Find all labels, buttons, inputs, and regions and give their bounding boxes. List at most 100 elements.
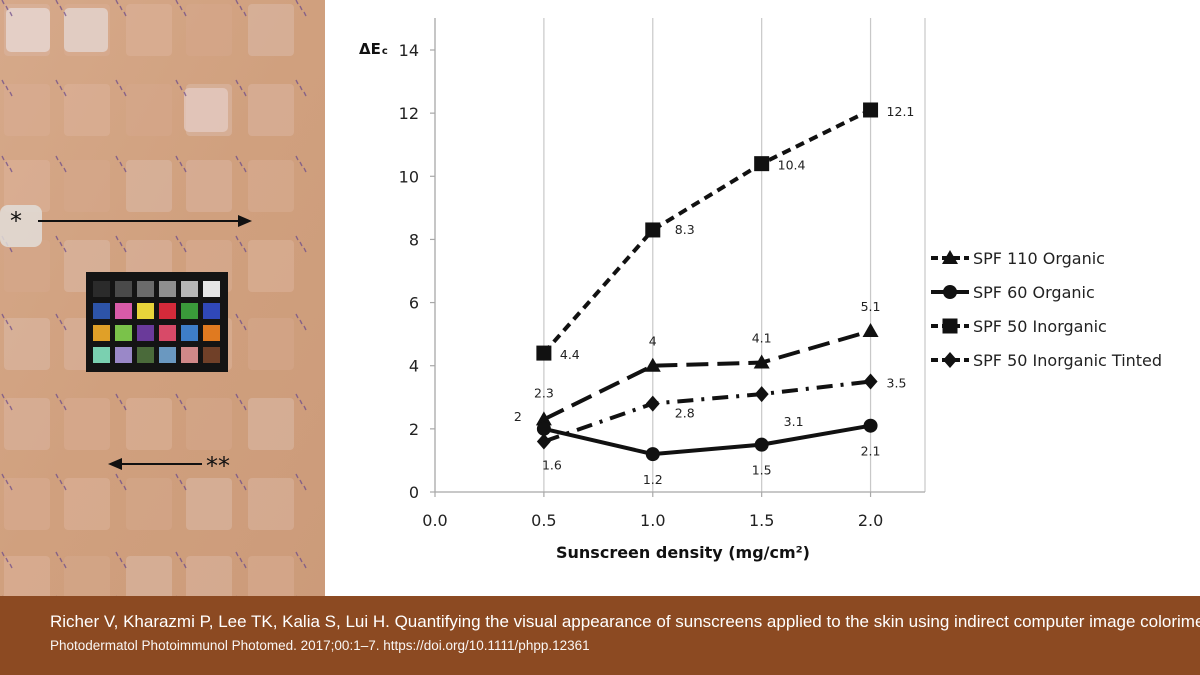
series-line: [542, 108, 872, 355]
ink-mark: [183, 247, 187, 253]
data-point-marker: [535, 411, 552, 426]
sunscreen-patch: [4, 478, 50, 530]
legend-label: SPF 50 Inorganic Tinted: [973, 351, 1162, 370]
series-circle: 2 1.2 1.5 2.1: [514, 409, 881, 487]
sunscreen-patch: [4, 398, 50, 450]
data-point-marker: [536, 433, 551, 450]
ink-mark: [59, 319, 63, 325]
ink-mark: [1, 551, 5, 557]
ink-mark: [115, 0, 119, 5]
ink-mark: [63, 485, 67, 491]
color-swatch: [181, 281, 198, 297]
data-point-marker: [863, 418, 878, 433]
ink-mark: [119, 161, 123, 167]
color-swatch: [159, 303, 176, 319]
ink-mark: [175, 79, 179, 85]
ink-marks: [1, 0, 307, 596]
data-label: 12.1: [887, 104, 915, 119]
ink-mark: [119, 399, 123, 405]
color-swatch: [93, 281, 110, 297]
ink-mark: [183, 91, 187, 97]
ink-mark: [55, 313, 59, 319]
y-tick-label: 6: [409, 294, 419, 313]
color-swatch: [93, 347, 110, 363]
ink-mark: [303, 91, 307, 97]
citation-journal: Photodermatol Photoimmunol Photomed. 201…: [50, 638, 590, 653]
ink-mark: [295, 0, 299, 5]
sunscreen-patch: [186, 556, 232, 596]
ink-mark: [239, 479, 243, 485]
ink-mark: [5, 319, 9, 325]
ink-mark: [179, 241, 183, 247]
ink-mark: [179, 161, 183, 167]
ink-mark: [123, 405, 127, 411]
ink-mark: [183, 485, 187, 491]
ink-mark: [239, 399, 243, 405]
ink-mark: [235, 79, 239, 85]
ink-mark: [5, 479, 9, 485]
ink-mark: [1, 155, 5, 161]
ink-mark: [1, 0, 5, 5]
legend-label: SPF 60 Organic: [973, 283, 1095, 302]
ink-mark: [115, 551, 119, 557]
ink-mark: [55, 235, 59, 241]
ink-mark: [243, 325, 247, 331]
color-swatch: [181, 303, 198, 319]
ink-mark: [295, 551, 299, 557]
color-swatch: [137, 325, 154, 341]
ink-mark: [183, 563, 187, 569]
ink-mark: [115, 79, 119, 85]
data-label: 1.2: [643, 472, 663, 487]
ink-mark: [59, 399, 63, 405]
ink-mark: [243, 167, 247, 173]
data-point-marker: [863, 373, 878, 390]
data-label: 3.5: [887, 376, 907, 391]
color-swatch: [203, 281, 220, 297]
ink-mark: [63, 91, 67, 97]
sunscreen-patch: [186, 478, 232, 530]
ink-mark: [239, 5, 243, 11]
data-point-marker: [754, 156, 770, 172]
ink-mark: [295, 79, 299, 85]
color-swatch: [203, 303, 220, 319]
data-label: 2.1: [861, 444, 881, 459]
data-point-marker: [644, 357, 661, 372]
ink-mark: [115, 473, 119, 479]
sunscreen-patch: [64, 398, 110, 450]
ink-mark: [243, 247, 247, 253]
series-diamond: 1.6 2.8 3.1 3.5: [536, 373, 907, 472]
x-tick-label: 2.0: [858, 511, 883, 530]
ink-mark: [303, 563, 307, 569]
ink-mark: [123, 563, 127, 569]
sunscreen-patch: [126, 160, 172, 212]
ink-mark: [63, 11, 67, 17]
color-checker-swatches: [93, 281, 220, 363]
ink-mark: [63, 405, 67, 411]
ink-mark: [55, 473, 59, 479]
sunscreen-patch: [126, 556, 172, 596]
x-tick-label: 1.5: [749, 511, 774, 530]
data-label: 2: [514, 409, 522, 424]
data-label: 2.8: [675, 406, 695, 421]
color-swatch: [115, 303, 132, 319]
sunscreen-patch: [248, 160, 294, 212]
ink-mark: [303, 11, 307, 17]
ink-mark: [299, 399, 303, 405]
ink-mark: [175, 0, 179, 5]
ink-mark: [299, 85, 303, 91]
ink-mark: [175, 551, 179, 557]
chart-series: 2.3 4 4.1 5.1 2 1.2 1.5 2.1 4.4 8.3 10.4 12.1 1.6 2.8…: [514, 102, 914, 487]
ink-mark: [303, 485, 307, 491]
color-swatch: [137, 281, 154, 297]
sunscreen-patch: [184, 88, 228, 132]
chart-legend: SPF 110 Organic SPF 60 Organic SPF 50 Inor…: [931, 249, 1162, 370]
sunscreen-patch: [248, 478, 294, 530]
ink-mark: [55, 551, 59, 557]
ink-mark: [9, 563, 13, 569]
ink-mark: [9, 91, 13, 97]
x-tick-label: 1.0: [640, 511, 665, 530]
ink-mark: [119, 5, 123, 11]
sunscreen-patch: [186, 160, 232, 212]
ink-mark: [119, 85, 123, 91]
legend-marker: [943, 285, 957, 299]
